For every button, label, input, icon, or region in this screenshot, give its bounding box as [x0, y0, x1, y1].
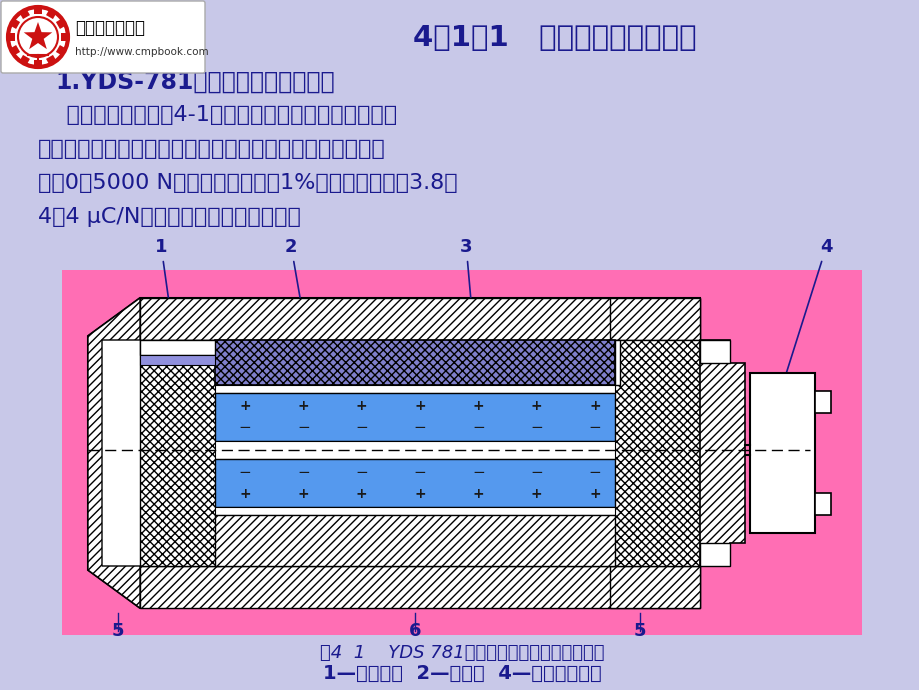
Text: −: − — [529, 420, 542, 435]
Bar — [140, 340, 220, 566]
Bar — [46, 55, 57, 66]
Text: 2: 2 — [285, 238, 309, 353]
Bar — [19, 8, 30, 19]
Bar — [609, 340, 699, 566]
Text: 1.YDS-781型压电式单向力传感器: 1.YDS-781型压电式单向力传感器 — [55, 70, 335, 94]
Text: 传感器的结构如图4-1所示，主要用于变化频率中等的: 传感器的结构如图4-1所示，主要用于变化频率中等的 — [38, 105, 397, 125]
Bar — [62, 270, 861, 635]
Text: −: − — [471, 420, 484, 435]
Polygon shape — [609, 298, 699, 340]
Text: +: + — [530, 400, 542, 413]
Text: 5: 5 — [633, 622, 645, 640]
Bar — [614, 340, 619, 385]
Text: http://www.cmpbook.com: http://www.cmpbook.com — [75, 47, 209, 57]
Text: 3: 3 — [460, 238, 479, 400]
Text: +: + — [297, 486, 309, 500]
Text: −: − — [414, 465, 425, 480]
Text: +: + — [239, 486, 251, 500]
Text: 围为0～5000 N，非线性误差小于1%，电荷灵敏度为3.8～: 围为0～5000 N，非线性误差小于1%，电荷灵敏度为3.8～ — [38, 173, 457, 193]
Text: 4: 4 — [780, 238, 832, 391]
Polygon shape — [140, 566, 699, 608]
Bar — [140, 355, 215, 365]
Bar — [814, 391, 830, 413]
Text: −: − — [471, 465, 484, 480]
Text: −: − — [588, 420, 601, 435]
Text: +: + — [472, 486, 483, 500]
Bar — [699, 340, 729, 363]
Text: −: − — [529, 465, 542, 480]
Bar — [7, 33, 15, 41]
Text: 机械工业出版社: 机械工业出版社 — [75, 19, 145, 37]
Bar — [56, 45, 67, 56]
Polygon shape — [699, 340, 744, 566]
Text: +: + — [356, 400, 367, 413]
Text: +: + — [588, 400, 600, 413]
Polygon shape — [88, 298, 699, 608]
Polygon shape — [88, 298, 140, 608]
Text: −: − — [297, 420, 310, 435]
Text: 动态力的测量，如车床动态切削力的测试。传感器的测力范: 动态力的测量，如车床动态切削力的测试。传感器的测力范 — [38, 139, 385, 159]
Text: +: + — [356, 486, 367, 500]
Polygon shape — [609, 566, 699, 608]
Bar — [749, 373, 814, 533]
Bar — [140, 340, 215, 355]
Text: −: − — [414, 420, 425, 435]
Text: +: + — [414, 486, 425, 500]
FancyBboxPatch shape — [1, 1, 205, 73]
Text: +: + — [239, 400, 251, 413]
Polygon shape — [215, 340, 614, 385]
Bar — [215, 515, 614, 566]
Text: −: − — [355, 465, 368, 480]
Bar — [9, 18, 20, 29]
Text: −: − — [297, 465, 310, 480]
Text: 6: 6 — [408, 622, 421, 640]
Bar — [215, 393, 614, 441]
Text: 1—传力上盖  2—压电片  4—电极引出插头: 1—传力上盖 2—压电片 4—电极引出插头 — [323, 664, 601, 682]
Bar — [814, 493, 830, 515]
Polygon shape — [140, 298, 699, 340]
Bar — [61, 33, 69, 41]
Bar — [215, 459, 614, 507]
Text: −: − — [238, 465, 251, 480]
Bar — [34, 60, 42, 68]
Text: −: − — [588, 465, 601, 480]
Bar — [699, 543, 729, 566]
Text: 图4  1    YDS 781型压电式单向力传感器的结构: 图4 1 YDS 781型压电式单向力传感器的结构 — [320, 644, 604, 662]
Text: 1: 1 — [154, 238, 175, 342]
Polygon shape — [24, 22, 52, 49]
Bar — [9, 45, 20, 56]
Text: +: + — [297, 400, 309, 413]
Text: +: + — [588, 486, 600, 500]
Text: +: + — [530, 486, 542, 500]
Bar — [34, 6, 42, 14]
Text: 5: 5 — [111, 622, 124, 640]
Text: 4．4 μC/N，固有频率约为数十千赫。: 4．4 μC/N，固有频率约为数十千赫。 — [38, 207, 301, 227]
Text: 4．1．1   测力传感器及其应用: 4．1．1 测力传感器及其应用 — [413, 24, 696, 52]
Bar — [19, 55, 30, 66]
Text: +: + — [414, 400, 425, 413]
Text: −: − — [355, 420, 368, 435]
Text: −: − — [238, 420, 251, 435]
Bar — [215, 507, 614, 515]
Bar — [215, 441, 614, 459]
Bar — [46, 8, 57, 19]
Text: +: + — [472, 400, 483, 413]
Bar — [56, 18, 67, 29]
Bar — [215, 385, 614, 393]
